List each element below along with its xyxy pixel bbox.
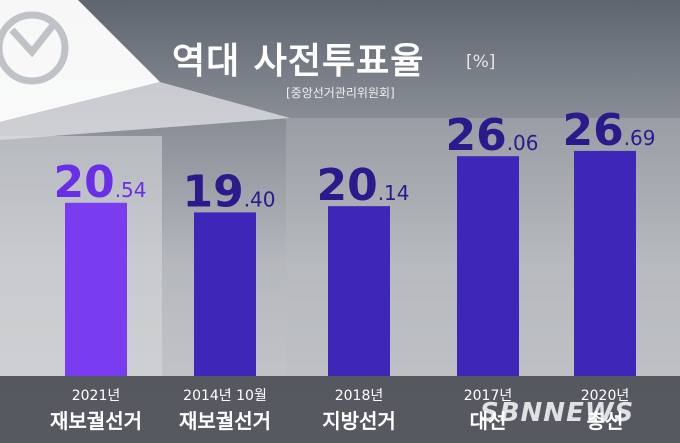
value-dec-1: .54	[115, 178, 147, 202]
category-year-2: 2014년 10월	[183, 388, 267, 404]
bar-1	[65, 202, 127, 376]
value-label-4: 26.06	[445, 110, 538, 161]
value-dec-2: .40	[244, 187, 276, 211]
ballot-fold-shape	[0, 82, 290, 140]
value-label-3: 20.14	[316, 160, 409, 211]
category-year-4: 2017년	[464, 388, 513, 404]
category-band	[0, 376, 680, 443]
value-int-2: 19	[182, 166, 243, 217]
value-dec-4: .06	[507, 131, 539, 155]
value-int-1: 20	[53, 157, 114, 208]
unit-label: [%]	[466, 52, 496, 72]
category-name-4: 대선	[470, 409, 507, 433]
value-int-3: 20	[316, 160, 377, 211]
bar-4	[457, 156, 519, 376]
value-label-2: 19.40	[182, 166, 275, 217]
value-int-5: 26	[562, 105, 623, 156]
category-name-3: 지방선거	[322, 409, 396, 433]
category-year-1: 2021년	[72, 388, 121, 404]
category-name-2: 재보궐선거	[179, 409, 271, 433]
value-int-4: 26	[445, 110, 506, 161]
value-dec-3: .14	[378, 181, 410, 205]
source-label: [중앙선거관리위원회]	[286, 86, 395, 100]
watermark-logo: SBNNEWS	[480, 398, 635, 428]
chart-title: 역대 사전투표율	[172, 41, 425, 82]
bar-3	[328, 206, 390, 376]
category-year-5: 2020년	[581, 388, 630, 404]
value-dec-5: .69	[624, 126, 656, 150]
ballot-paper-shape	[0, 0, 160, 122]
category-name-1: 재보궐선거	[50, 409, 142, 433]
value-label-5: 26.69	[562, 105, 655, 156]
bar-2	[194, 212, 256, 376]
ballot-stamp-icon	[0, 11, 69, 85]
value-label-1: 20.54	[53, 157, 146, 208]
bar-5	[574, 150, 636, 376]
category-name-5: 총선	[587, 409, 624, 433]
category-year-3: 2018년	[335, 388, 384, 404]
